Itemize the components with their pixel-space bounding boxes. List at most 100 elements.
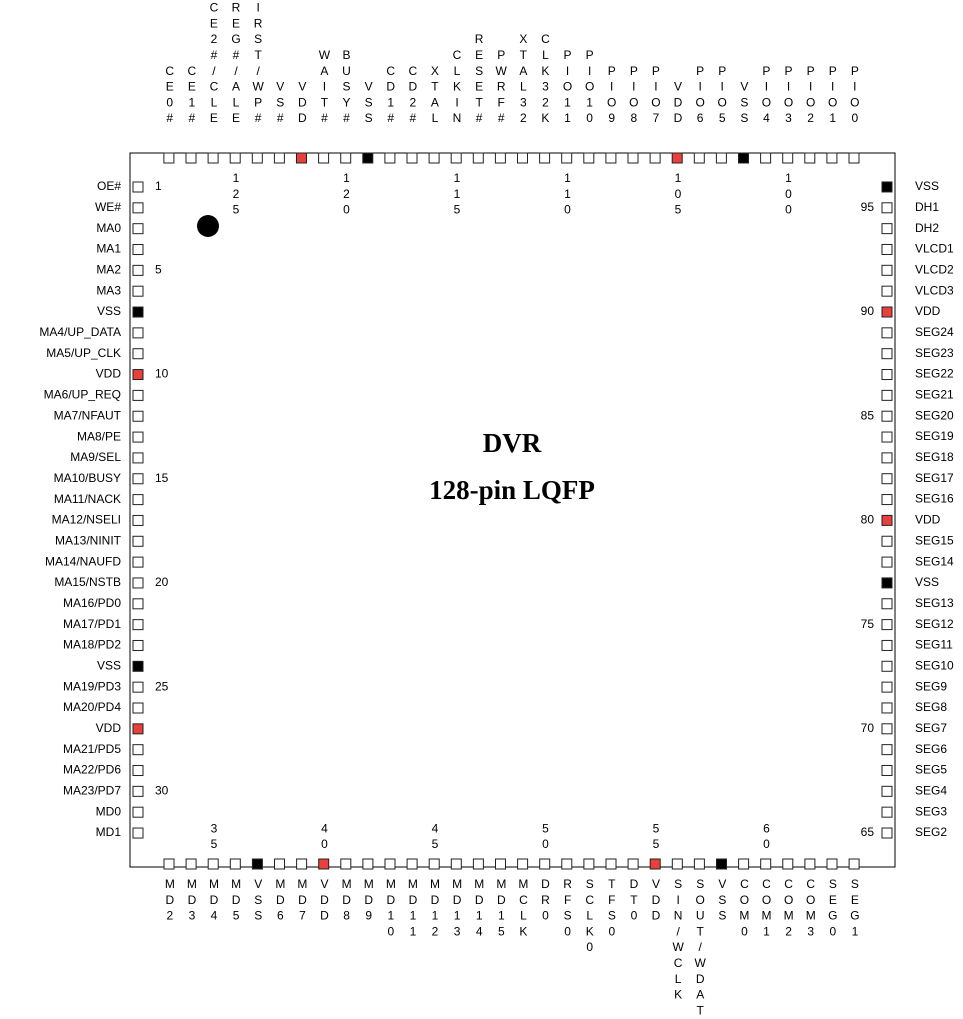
pin-label: OE# [97, 179, 121, 193]
pin-pad [881, 369, 893, 381]
pin-label: MA10/BUSY [54, 471, 121, 485]
pin-label: SOUT/WDATA [693, 877, 707, 1019]
pin-pad [881, 389, 893, 401]
pin-label: PWRF# [494, 48, 508, 127]
pin-pad [450, 152, 462, 164]
pin-pad [881, 806, 893, 818]
pin-pad [693, 152, 705, 164]
pin-pad [132, 514, 144, 526]
pin-label: MA11/NACK [54, 492, 121, 506]
pin-pad [207, 858, 219, 870]
pin-pad [132, 431, 144, 443]
pin-label: VDD [96, 367, 122, 381]
pin-label: SEG10 [915, 658, 954, 672]
pin-label: SEG22 [915, 367, 954, 381]
pin-pad [132, 369, 144, 381]
pin-label: MA0 [96, 221, 121, 235]
pin-label: SEG2 [915, 825, 947, 839]
pin-label: PIO0 [848, 64, 862, 127]
pin-pad [881, 827, 893, 839]
pin-label: MA1 [96, 242, 121, 256]
pin-pad [881, 723, 893, 735]
pin-pad [132, 389, 144, 401]
pin-pad [693, 858, 705, 870]
pin-number: 100 [782, 171, 796, 218]
pin-pad [274, 858, 285, 870]
pin-pad [163, 152, 175, 164]
pin-label: MA18/PD2 [63, 638, 121, 652]
pin-pad [605, 152, 617, 164]
pin-number: 55 [649, 821, 663, 853]
pin-pad [881, 285, 893, 297]
pin-pad [132, 494, 144, 506]
pin-pad [881, 473, 893, 485]
pin-pad [671, 858, 683, 870]
pin-number: 85 [861, 408, 875, 422]
pin-label: RESET# [472, 32, 486, 127]
pin-label: CD1# [384, 64, 398, 127]
pin-pad [881, 223, 893, 235]
pin-pad [132, 452, 144, 464]
pin-label: COM3 [804, 877, 818, 940]
pin-label: SEG16 [915, 492, 954, 506]
pin-pad [583, 152, 595, 164]
pin-pad [495, 858, 506, 870]
pin-label: MA12/NSELI [52, 513, 121, 527]
pin-pad [273, 152, 285, 164]
pin-label: PIO2 [804, 64, 818, 127]
pin1-marker [197, 215, 219, 237]
pin-pad [881, 494, 893, 506]
pin-pad [760, 152, 772, 164]
pin-number: 110 [561, 171, 575, 218]
pin-label: SEG14 [915, 554, 954, 568]
pin-label: CE0# [163, 64, 177, 127]
pin-number: 50 [539, 821, 553, 853]
pin-label: SCLK0 [583, 877, 597, 956]
pin-label: VDD [318, 877, 332, 924]
pin-pad [804, 858, 816, 870]
pin-label: VSS [915, 575, 939, 589]
pin-pad [428, 858, 440, 870]
pin-pad [251, 858, 263, 870]
pin-number: 1 [155, 179, 162, 193]
pin-label: DT0 [627, 877, 641, 924]
pin-pad [881, 181, 893, 193]
pin-label: PIO3 [782, 64, 796, 127]
pin-label: MA22/PD6 [63, 763, 121, 777]
pin-label: CE2#/CLE [207, 1, 221, 127]
pin-pad [848, 858, 860, 870]
pin-label: MA17/PD1 [63, 617, 121, 631]
pin-pad [881, 348, 893, 360]
chip-body [129, 152, 896, 868]
pin-pad [340, 152, 352, 164]
pin-pad [649, 152, 661, 164]
pin-label: MD11 [406, 877, 420, 940]
pin-pad [406, 152, 418, 164]
pin-pad [132, 681, 144, 693]
pin-label: DH2 [915, 221, 939, 235]
pin-pad [881, 785, 893, 797]
pin-pad [132, 744, 144, 756]
pin-label: VSS [97, 658, 121, 672]
pin-pad [384, 858, 396, 870]
pin-label: MD9 [362, 877, 376, 924]
pin-pad [881, 514, 893, 526]
pin-label: MCLK [516, 877, 530, 940]
pin-pad [132, 785, 144, 797]
pin-label: SEG17 [915, 471, 954, 485]
pin-pad [132, 639, 144, 651]
pin-pad [132, 535, 144, 547]
pin-label: MA3 [96, 283, 121, 297]
pin-pad [517, 858, 529, 870]
pin-label: SEG0 [826, 877, 840, 940]
pin-pad [450, 858, 462, 870]
pin-pad [881, 556, 893, 568]
pin-number: 35 [207, 821, 221, 853]
pin-label: REG#/ALE [229, 1, 243, 127]
pin-pad [207, 152, 219, 164]
pin-pad [132, 223, 144, 235]
pin-number: 40 [318, 821, 332, 853]
pin-pad [132, 723, 144, 735]
pin-pad [826, 152, 838, 164]
